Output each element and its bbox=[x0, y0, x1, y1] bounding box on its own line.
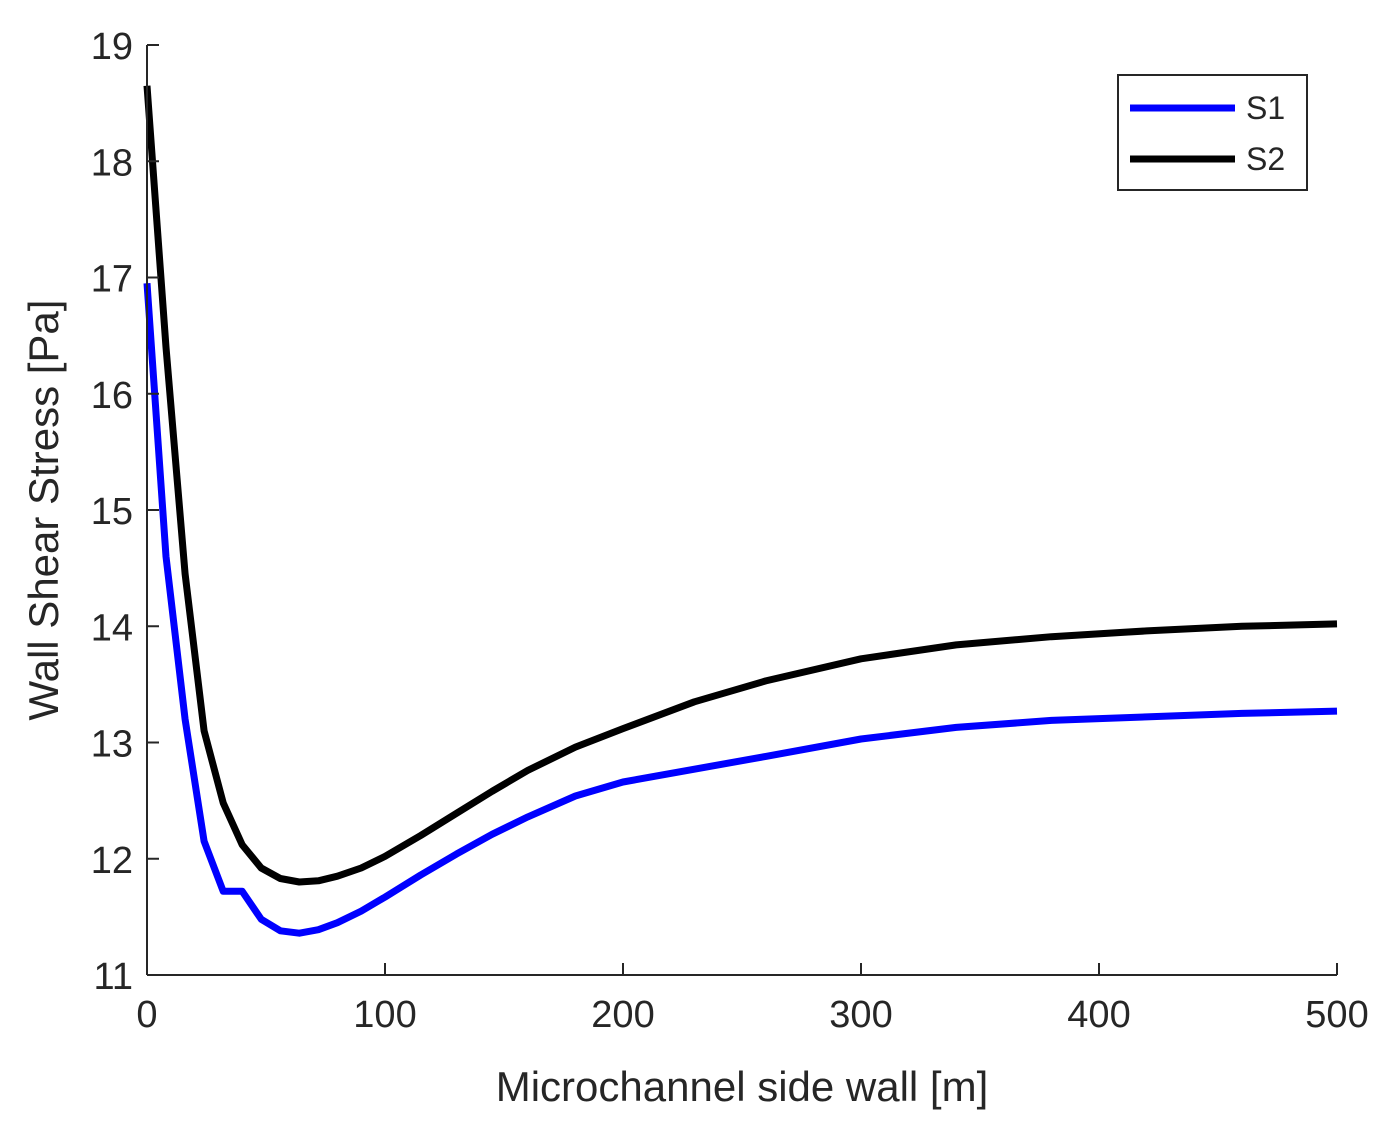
legend-label-s2: S2 bbox=[1246, 141, 1285, 177]
y-tick-label: 17 bbox=[91, 259, 133, 301]
series-line-s1 bbox=[143, 283, 1338, 937]
y-tick-label: 14 bbox=[91, 607, 133, 649]
legend-label-s1: S1 bbox=[1246, 90, 1285, 126]
series-layer bbox=[143, 85, 1338, 937]
x-tick-label: 200 bbox=[591, 994, 654, 1036]
y-tick-label: 15 bbox=[91, 491, 133, 533]
x-tick-label: 100 bbox=[353, 994, 416, 1036]
y-axis-title: Wall Shear Stress [Pa] bbox=[20, 300, 67, 721]
legend-box bbox=[1117, 74, 1308, 191]
x-tick-label: 400 bbox=[1067, 994, 1130, 1036]
y-tick-label: 16 bbox=[91, 375, 133, 417]
y-tick-label: 19 bbox=[91, 26, 133, 68]
x-tick-label: 0 bbox=[136, 994, 157, 1036]
series-line-s2 bbox=[143, 85, 1338, 886]
y-tick-label: 12 bbox=[91, 840, 133, 882]
x-tick-label: 300 bbox=[829, 994, 892, 1036]
x-axis-title: Microchannel side wall [m] bbox=[496, 1063, 989, 1110]
tick-layer: 0 100 200 300 400 500 11 12 13 14 15 16 17 18 19 bbox=[91, 26, 1369, 1036]
x-tick-label: 500 bbox=[1305, 994, 1368, 1036]
y-tick-label: 11 bbox=[94, 956, 133, 998]
y-tick-label: 18 bbox=[91, 142, 133, 184]
y-tick-label: 13 bbox=[91, 724, 133, 766]
